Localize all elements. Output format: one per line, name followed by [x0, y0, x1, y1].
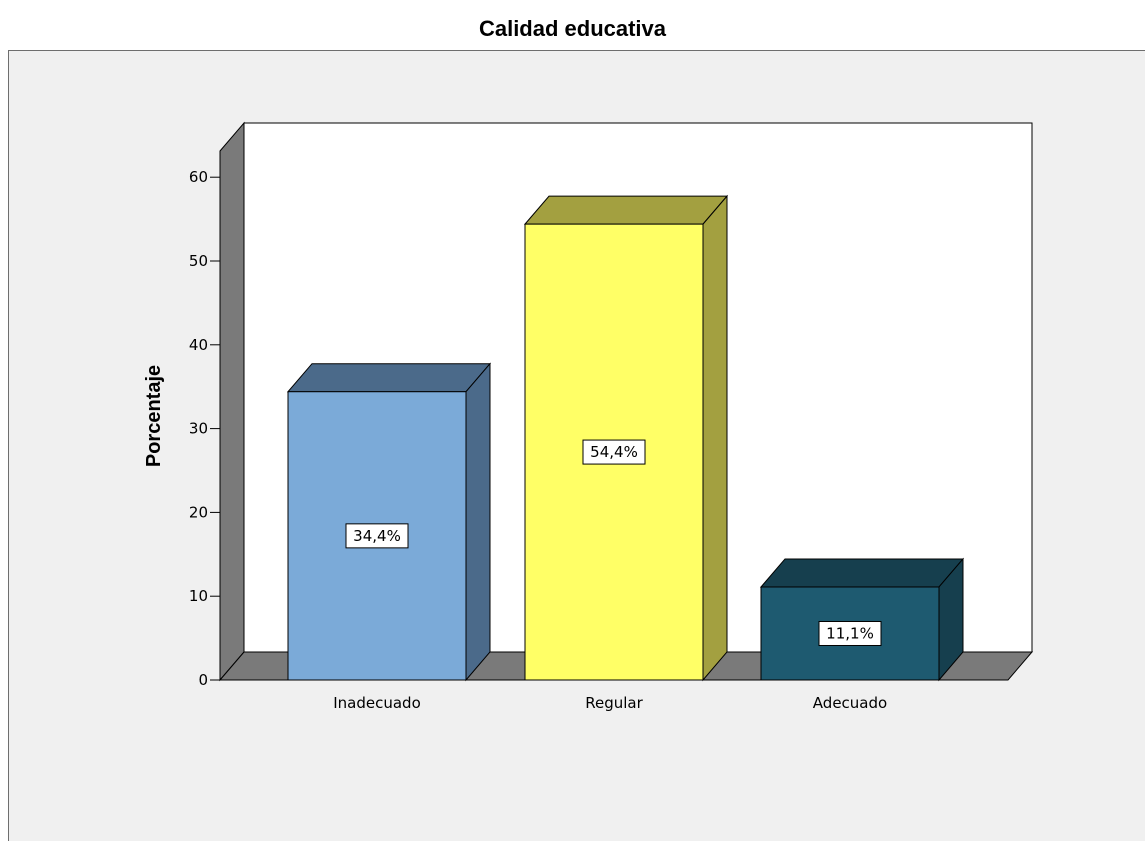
y-tick-label: 0 [198, 671, 208, 689]
bar-top-regular [523, 195, 729, 225]
y-axis-title: Porcentaje [143, 365, 165, 467]
bar-top-adecuado [759, 558, 965, 588]
bar-chart: 0 10 20 30 40 50 60 Porcentaje 34,4% Inadecuado 54… [143, 121, 1034, 712]
bar-side-inadecuado [465, 362, 491, 682]
y-tick-label: 60 [189, 168, 208, 186]
x-tick-label: Regular [585, 694, 643, 712]
y-tick-label: 40 [189, 336, 208, 354]
y-tick-label: 20 [189, 503, 208, 521]
value-label-box [345, 523, 409, 549]
x-tick-label: Inadecuado [333, 694, 421, 712]
y-tick-label: 30 [189, 420, 208, 438]
y-tick-label: 50 [189, 252, 208, 270]
bar-side-regular [702, 194, 728, 682]
value-label: 11,1% [826, 624, 874, 642]
value-label-box [582, 439, 646, 465]
value-label: 34,4% [353, 527, 401, 545]
y-tick-label: 10 [189, 587, 208, 605]
chart-title: Calidad educativa [478, 16, 667, 41]
value-label-box [818, 620, 882, 646]
x-tick-label: Adecuado [813, 694, 887, 712]
value-label: 54,4% [590, 443, 638, 461]
side-wall [219, 121, 245, 682]
bar-top-inadecuado [286, 363, 492, 393]
